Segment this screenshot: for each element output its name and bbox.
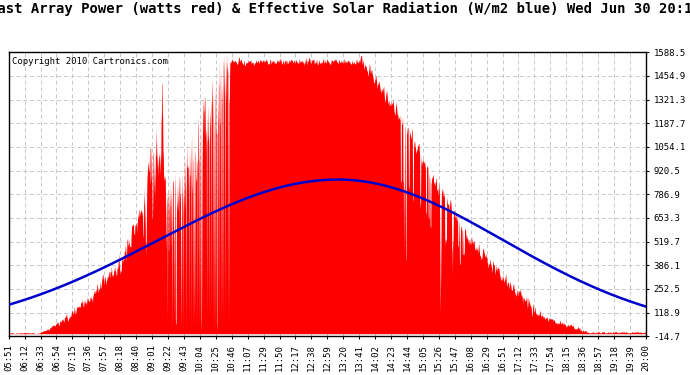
- Text: East Array Power (watts red) & Effective Solar Radiation (W/m2 blue) Wed Jun 30 : East Array Power (watts red) & Effective…: [0, 2, 690, 16]
- Text: Copyright 2010 Cartronics.com: Copyright 2010 Cartronics.com: [12, 57, 168, 66]
